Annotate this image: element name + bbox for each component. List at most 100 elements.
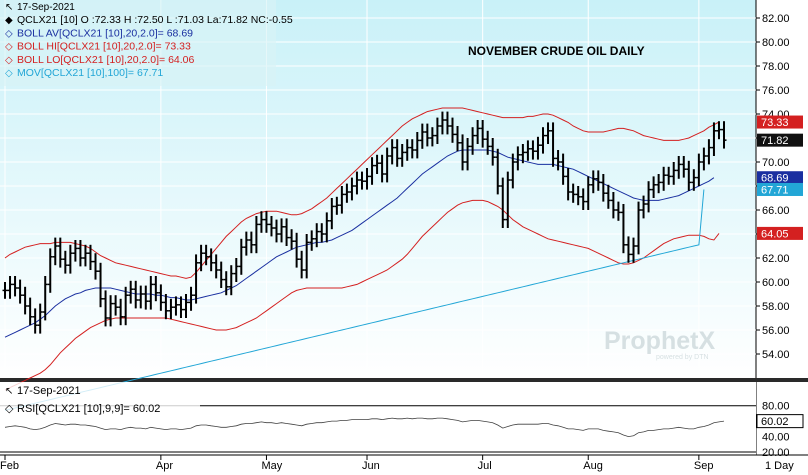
ohlc-bar	[636, 201, 642, 255]
rsi-tick-label: 40.00	[762, 432, 790, 444]
watermark-sub: powered by DTN	[656, 354, 709, 361]
ohlc-bar	[263, 211, 269, 233]
ohlc-bar	[525, 140, 531, 161]
ohlc-bar	[444, 111, 450, 135]
ohlc-bar	[138, 285, 144, 309]
ohlc-bar	[309, 230, 315, 251]
last-value-text: 64.05	[761, 228, 789, 240]
ohlc-bar	[575, 186, 581, 206]
time-axis-panel	[0, 455, 808, 475]
main-gridlines	[0, 0, 756, 378]
ohlc-bar	[470, 127, 476, 155]
ohlc-bar	[369, 157, 375, 185]
boll-av-line	[4, 149, 715, 338]
ohlc-bar	[646, 181, 652, 213]
price-tick-label: 70.00	[762, 157, 790, 169]
ohlc-bar	[475, 120, 481, 144]
ohlc-bar	[600, 174, 606, 202]
ohlc-bar	[258, 211, 264, 233]
ohlc-bar	[641, 195, 647, 219]
price-tick-label: 76.00	[762, 85, 790, 97]
ohlc-bar	[279, 218, 285, 243]
ohlc-bar	[37, 303, 43, 334]
header-date: 17-Sep-2021	[17, 2, 75, 13]
panel-separator	[0, 378, 808, 382]
ohlc-bar	[208, 248, 214, 272]
ohlc-bar	[274, 219, 280, 243]
ohlc-bar	[248, 231, 254, 254]
legend-marker-icon: ◇	[5, 68, 13, 79]
ohlc-bar	[329, 198, 335, 230]
ohlc-bar	[585, 176, 591, 210]
ohlc-bar	[32, 308, 38, 334]
ohlc-bar	[590, 170, 596, 194]
ohlc-bar	[595, 170, 601, 191]
ohlc-bar	[228, 265, 234, 296]
ohlc-bar	[620, 204, 626, 254]
ohlc-bar	[555, 150, 561, 171]
ohlc-bar	[218, 261, 224, 288]
ohlc-bar	[62, 250, 68, 274]
ohlc-bar	[691, 169, 697, 191]
ohlc-bar	[661, 166, 667, 191]
last-value-text: 73.33	[761, 117, 789, 129]
ohlc-bar	[530, 140, 536, 160]
ohlc-bar	[671, 162, 677, 185]
legend-item-price: QCLX21 [10] O :72.33 H :72.50 L :71.03 L…	[17, 14, 293, 26]
ohlc-bar	[686, 160, 692, 191]
ohlc-bar	[42, 276, 48, 321]
ohlc-bar	[52, 237, 58, 266]
ohlc-bar	[651, 176, 657, 198]
ohlc-bar	[243, 231, 249, 256]
ohlc-bar	[399, 144, 405, 167]
time-tick-label: Sep	[694, 460, 714, 472]
legend-marker-icon: ◇	[5, 42, 13, 53]
ohlc-bar	[465, 138, 471, 171]
price-tick-label: 78.00	[762, 61, 790, 73]
ohlc-bar	[510, 153, 516, 189]
ohlc-bar	[188, 286, 194, 311]
ohlc-bar	[67, 244, 73, 274]
ohlc-bar	[233, 258, 239, 282]
legend: ↖ 17-Sep-2021 ◆ QCLX21 [10] O :72.33 H :7…	[5, 2, 293, 79]
price-tick-label: 62.00	[762, 253, 790, 265]
ohlc-bar	[706, 139, 712, 165]
ohlc-bar	[289, 229, 295, 250]
legend-item-boll_hi: BOLL HI[QCLX21 [10],20,2.0]= 73.33	[17, 41, 191, 53]
ohlc-bar	[133, 280, 139, 309]
series-layer	[4, 107, 720, 411]
ohlc-bar	[304, 234, 310, 279]
ohlc-bar	[77, 240, 83, 267]
rsi-last-value-text: 60.02	[761, 416, 789, 428]
ohlc-bar	[570, 183, 576, 203]
ohlc-bar	[379, 154, 385, 183]
ohlc-bar	[615, 201, 621, 221]
ohlc-bars	[2, 111, 727, 334]
rsi-line	[4, 417, 725, 438]
ohlc-bar	[535, 136, 541, 160]
ohlc-bar	[439, 111, 445, 135]
ohlc-bar	[565, 168, 571, 201]
ohlc-bar	[118, 298, 124, 326]
ohlc-bar	[550, 122, 556, 167]
ohlc-bar	[123, 286, 129, 326]
ohlc-bar	[17, 279, 23, 304]
ohlc-bar	[93, 253, 99, 280]
ohlc-bar	[419, 123, 425, 149]
ohlc-bar	[414, 132, 420, 159]
ohlc-bar	[108, 295, 114, 327]
time-tick-label: Jul	[478, 460, 492, 472]
legend-marker-icon: ◇	[5, 55, 13, 66]
rsi-tick-label: 20.00	[762, 447, 790, 459]
chart-title: NOVEMBER CRUDE OIL DAILY	[468, 44, 645, 58]
ohlc-bar	[22, 286, 28, 315]
rsi-last-value-badge	[756, 414, 804, 429]
ohlc-bar	[253, 216, 259, 254]
ohlc-bar	[711, 122, 717, 156]
legend-background	[0, 0, 276, 86]
legend-item-boll_av: BOLL AV[QCLX21 [10],20,2.0]= 68.69	[17, 27, 193, 39]
price-tick-label: 56.00	[762, 325, 790, 337]
ohlc-bar	[696, 153, 702, 186]
last-value-text: 68.69	[761, 173, 789, 185]
ohlc-bar	[2, 282, 8, 299]
